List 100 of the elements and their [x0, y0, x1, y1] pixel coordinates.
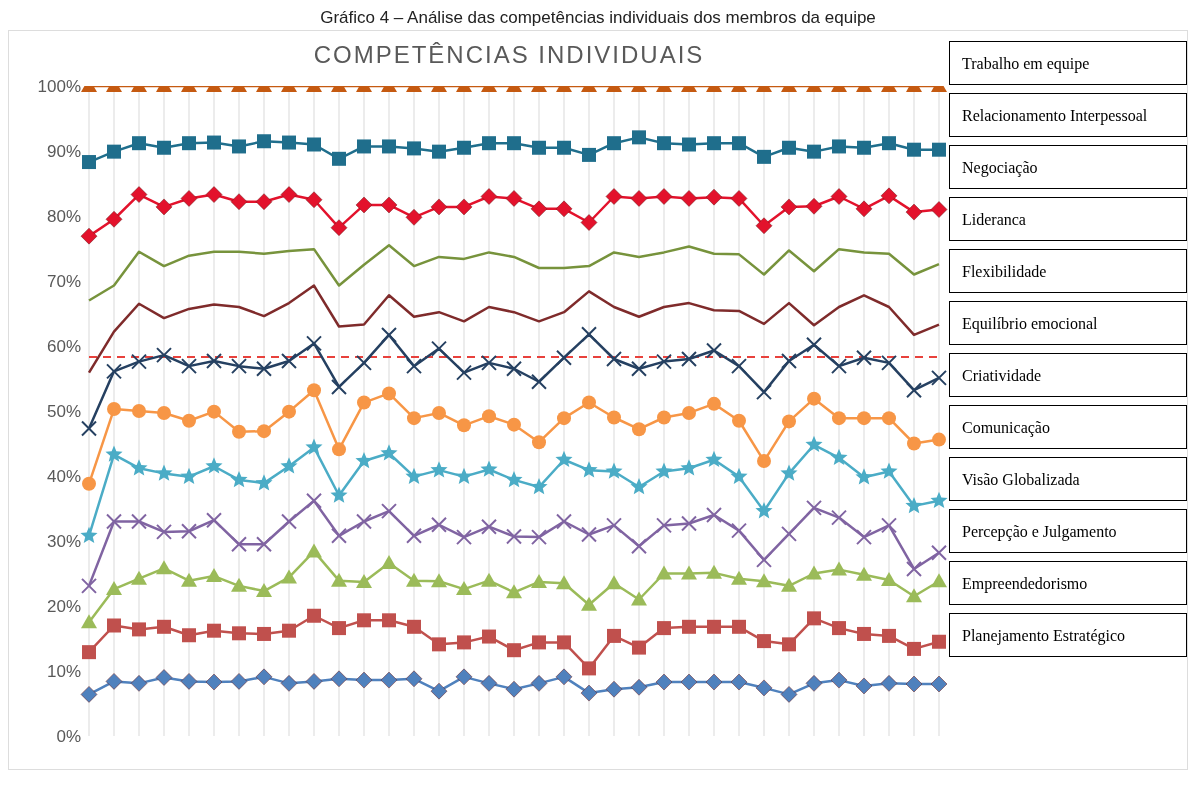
point — [432, 405, 446, 420]
point — [405, 209, 423, 226]
point — [907, 641, 921, 656]
point — [457, 140, 471, 155]
point — [332, 621, 346, 636]
point — [557, 140, 571, 155]
point — [107, 618, 121, 633]
point — [256, 360, 272, 377]
point — [455, 198, 473, 216]
point — [457, 635, 471, 650]
point — [630, 190, 648, 207]
point — [330, 486, 348, 503]
point — [780, 686, 798, 703]
point — [807, 391, 821, 406]
y-tick-label: 30% — [46, 532, 81, 552]
point — [506, 528, 522, 545]
point — [881, 354, 897, 371]
point — [932, 142, 946, 157]
point — [205, 186, 223, 203]
point — [305, 191, 323, 208]
point — [582, 661, 596, 676]
point — [481, 572, 497, 587]
point — [131, 570, 147, 585]
point — [757, 634, 771, 649]
point — [680, 673, 698, 691]
point — [105, 211, 123, 228]
point — [931, 369, 947, 386]
point — [280, 457, 298, 474]
point — [930, 201, 948, 218]
point — [932, 634, 946, 649]
point — [657, 410, 671, 425]
point — [305, 673, 323, 690]
point — [82, 476, 96, 491]
point — [782, 414, 796, 429]
point — [505, 470, 523, 488]
point — [856, 349, 872, 366]
point — [856, 529, 872, 546]
point — [806, 336, 822, 353]
point — [482, 629, 496, 644]
text: Flexibilidade — [949, 249, 1187, 293]
point — [581, 326, 597, 343]
y-tick-label: 70% — [46, 272, 81, 292]
point — [830, 671, 848, 689]
point — [781, 525, 797, 542]
point — [505, 680, 523, 698]
point — [231, 577, 247, 592]
point — [380, 196, 398, 214]
point — [630, 679, 648, 696]
point — [456, 581, 472, 596]
point — [180, 673, 198, 690]
point — [157, 405, 171, 420]
y-tick-label: 100% — [37, 77, 81, 97]
point — [206, 512, 222, 529]
text: Criatividade — [949, 353, 1187, 397]
point — [582, 147, 596, 162]
point — [180, 190, 198, 207]
point — [381, 326, 397, 343]
point — [857, 140, 871, 155]
point — [155, 464, 173, 481]
text: Planejamento Estratégico — [949, 613, 1187, 657]
y-tick-label: 0% — [56, 727, 81, 747]
point — [805, 675, 823, 692]
text: Visão Globalizada — [949, 457, 1187, 501]
point — [405, 467, 423, 484]
point — [156, 560, 172, 575]
point — [431, 340, 447, 357]
point — [657, 621, 671, 636]
point — [605, 680, 623, 698]
point — [180, 467, 198, 484]
y-tick-label: 50% — [46, 402, 81, 422]
point — [355, 452, 373, 469]
point — [480, 460, 498, 477]
point — [756, 551, 772, 568]
point — [707, 619, 721, 634]
point — [682, 619, 696, 634]
point — [680, 459, 698, 476]
point — [831, 561, 847, 576]
point — [131, 353, 147, 370]
point — [806, 565, 822, 580]
point — [681, 565, 697, 580]
point — [782, 637, 796, 652]
point — [655, 188, 673, 205]
point — [581, 526, 597, 543]
point — [332, 442, 346, 457]
text: Empreendedorismo — [949, 561, 1187, 605]
point — [582, 395, 596, 410]
point — [406, 527, 422, 544]
point — [155, 669, 173, 686]
point — [207, 623, 221, 638]
point — [832, 621, 846, 636]
series-label: Relacionamento Interpessoal — [949, 93, 1187, 137]
point — [731, 522, 747, 539]
point — [382, 139, 396, 154]
point — [280, 186, 298, 203]
point — [806, 499, 822, 516]
point — [257, 626, 271, 641]
point — [681, 351, 697, 367]
point — [307, 137, 321, 152]
point — [332, 151, 346, 166]
point — [855, 200, 873, 218]
